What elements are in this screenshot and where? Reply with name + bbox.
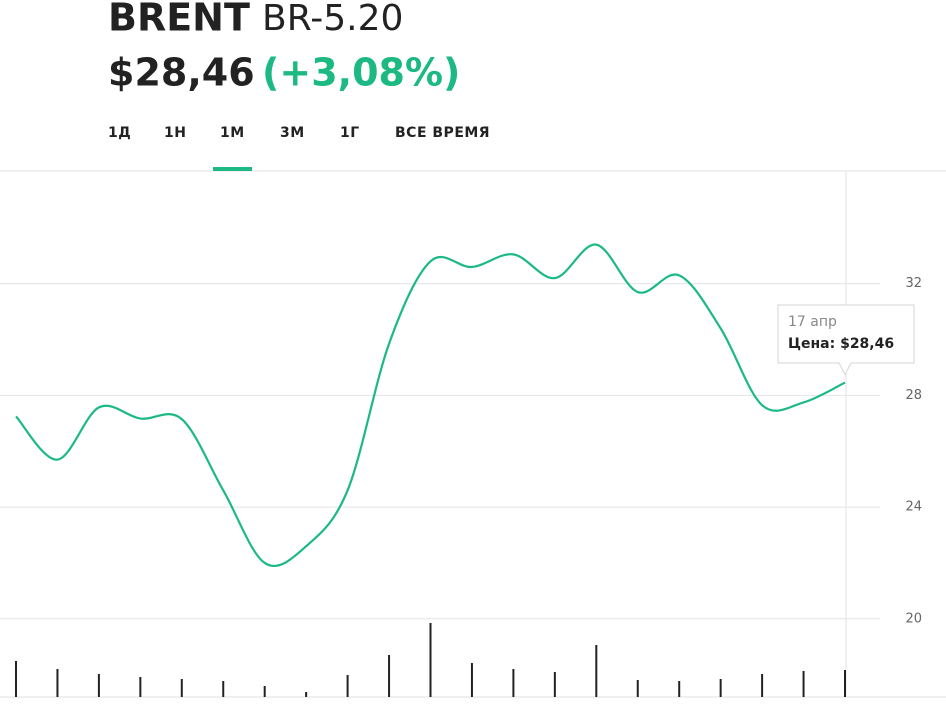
y-tick-label: 20 <box>905 611 922 626</box>
volume-bar <box>97 674 100 697</box>
tab[interactable]: ВСЕ ВРЕМЯ <box>395 125 490 141</box>
volume-bar <box>512 669 515 697</box>
y-tick-label: 28 <box>905 388 922 403</box>
y-tick-label: 24 <box>905 500 922 515</box>
volume-bar <box>346 675 349 697</box>
volume-bar <box>553 672 556 697</box>
change: (+3,08%) <box>262 51 460 95</box>
volume-bar <box>636 680 639 697</box>
tooltip-box <box>777 304 915 376</box>
tab[interactable]: 1Г <box>340 125 360 141</box>
volume-bar <box>678 681 681 697</box>
tooltip: 17 апр Цена: $28,46 <box>777 304 915 376</box>
volume-bar <box>305 692 308 697</box>
active-tab-underline <box>213 167 252 171</box>
price-line <box>15 243 846 568</box>
volume-bar <box>56 669 59 697</box>
volume-bar <box>139 677 142 697</box>
tooltip-price: Цена: $28,46 <box>788 336 894 352</box>
volume-bar <box>761 674 764 697</box>
volume-bar <box>180 679 183 697</box>
tabs: 1Д 1Н 1М 3М 1Г ВСЕ ВРЕМЯ <box>108 125 490 171</box>
y-tick-label: 32 <box>905 276 922 291</box>
volume-bar <box>222 681 225 697</box>
volume-bar <box>388 655 391 697</box>
ticker: BR-5.20 <box>262 0 403 39</box>
volume-bar <box>15 661 17 697</box>
volume-bar <box>263 686 266 697</box>
volume-bar <box>719 679 722 697</box>
tab[interactable]: 1Д <box>108 125 131 141</box>
tooltip-date: 17 апр <box>788 314 837 330</box>
volume-bar <box>595 645 598 697</box>
plot: 20 24 28 32 17 апр Цена: $28,46 <box>0 243 922 697</box>
tab[interactable]: 3М <box>280 125 305 141</box>
price: $28,46 <box>108 51 255 95</box>
tab[interactable]: 1Н <box>164 125 186 141</box>
tab[interactable]: 1М <box>220 125 245 141</box>
volume-bar <box>844 670 846 697</box>
volume-bar <box>429 623 432 697</box>
volume-bar <box>802 671 805 697</box>
volume-bar <box>470 663 473 697</box>
instrument-name: BRENT <box>108 0 250 40</box>
